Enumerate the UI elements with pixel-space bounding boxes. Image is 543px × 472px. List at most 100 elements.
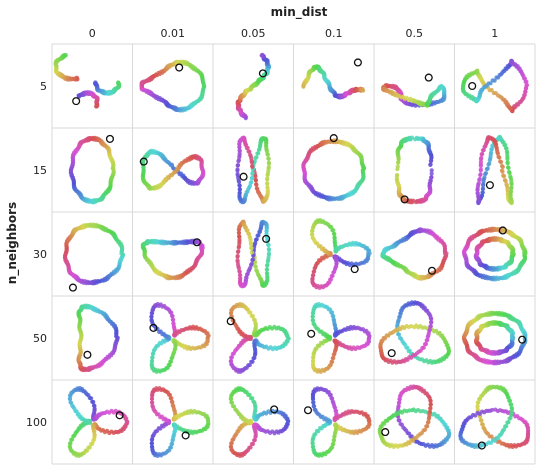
data-point <box>490 143 495 148</box>
highlight-marker <box>485 181 494 190</box>
row-label: 15 <box>33 164 47 177</box>
panel <box>67 386 130 458</box>
data-point <box>245 228 250 233</box>
data-point <box>503 146 509 151</box>
row-label: 100 <box>26 416 47 429</box>
highlight-marker <box>400 195 409 204</box>
data-point <box>235 167 240 172</box>
data-point <box>501 174 507 179</box>
data-point <box>438 85 443 90</box>
column-axis-title: min_dist <box>271 5 328 20</box>
data-point <box>395 173 400 178</box>
data-point <box>266 164 271 170</box>
row-label: 5 <box>40 80 47 93</box>
highlight-marker <box>105 134 115 143</box>
data-point <box>264 267 270 272</box>
data-point <box>395 164 400 169</box>
data-point <box>497 155 502 160</box>
panel <box>461 226 528 282</box>
panel <box>53 53 122 109</box>
column-label: 0.1 <box>325 27 343 40</box>
panel <box>394 135 434 205</box>
data-point <box>424 338 429 343</box>
highlight-marker <box>262 234 271 243</box>
data-point <box>255 151 260 156</box>
data-point <box>523 89 528 94</box>
highlight-marker <box>239 172 248 181</box>
data-point <box>367 251 372 256</box>
data-point <box>237 234 242 239</box>
data-point <box>230 403 236 409</box>
data-point <box>510 336 515 341</box>
data-point <box>169 162 174 167</box>
data-point <box>362 165 367 171</box>
panel <box>235 135 272 205</box>
data-point <box>330 310 335 315</box>
data-point <box>311 273 316 278</box>
data-point <box>429 320 434 325</box>
data-point <box>486 162 491 167</box>
panel <box>149 386 211 459</box>
data-point <box>481 147 486 153</box>
data-point <box>487 158 492 163</box>
data-point <box>237 148 242 153</box>
panel <box>139 59 207 113</box>
data-point <box>480 151 485 157</box>
data-point <box>265 185 270 190</box>
data-point <box>237 273 243 278</box>
panels <box>53 52 531 459</box>
panel <box>62 222 126 292</box>
panel <box>301 58 366 100</box>
data-point <box>256 147 262 152</box>
data-point <box>237 145 242 150</box>
column-label: 0.5 <box>406 27 424 40</box>
data-point <box>255 233 260 238</box>
data-point <box>249 246 254 251</box>
panel <box>380 227 449 281</box>
data-point <box>110 166 115 171</box>
data-point <box>206 419 211 424</box>
column-label: 0.05 <box>241 27 266 40</box>
highlight-marker <box>424 73 433 82</box>
data-point <box>245 145 250 150</box>
data-point <box>361 88 366 93</box>
highlight-marker <box>72 97 81 106</box>
panel <box>228 386 291 459</box>
data-point <box>476 181 481 186</box>
data-point <box>170 313 175 319</box>
data-point <box>253 264 258 269</box>
data-point <box>253 178 259 183</box>
highlight-marker <box>68 283 77 292</box>
highlight-marker <box>139 157 148 166</box>
highlight-marker <box>329 134 338 143</box>
panel <box>301 134 367 202</box>
data-point <box>237 269 242 274</box>
data-point <box>331 228 336 233</box>
column-label: 1 <box>491 27 498 40</box>
data-point <box>442 251 448 256</box>
panel <box>68 134 116 205</box>
data-point <box>500 169 505 174</box>
data-point <box>266 242 271 247</box>
data-point <box>253 155 258 161</box>
data-point <box>477 176 482 182</box>
data-point <box>250 171 255 176</box>
data-point <box>264 271 270 276</box>
data-point <box>248 242 254 247</box>
data-point <box>266 251 272 256</box>
data-point <box>251 438 257 443</box>
data-point <box>206 333 211 338</box>
data-point <box>480 190 485 195</box>
data-point <box>510 250 515 255</box>
column-labels: 0 0.01 0.05 0.1 0.5 1 <box>89 27 499 40</box>
data-point <box>257 229 262 235</box>
panel <box>139 148 206 191</box>
data-point <box>409 135 415 140</box>
data-point <box>487 88 492 93</box>
highlight-marker <box>83 350 92 359</box>
data-point <box>236 158 241 163</box>
data-point <box>480 186 485 192</box>
data-point <box>409 324 414 329</box>
panel <box>235 219 272 289</box>
